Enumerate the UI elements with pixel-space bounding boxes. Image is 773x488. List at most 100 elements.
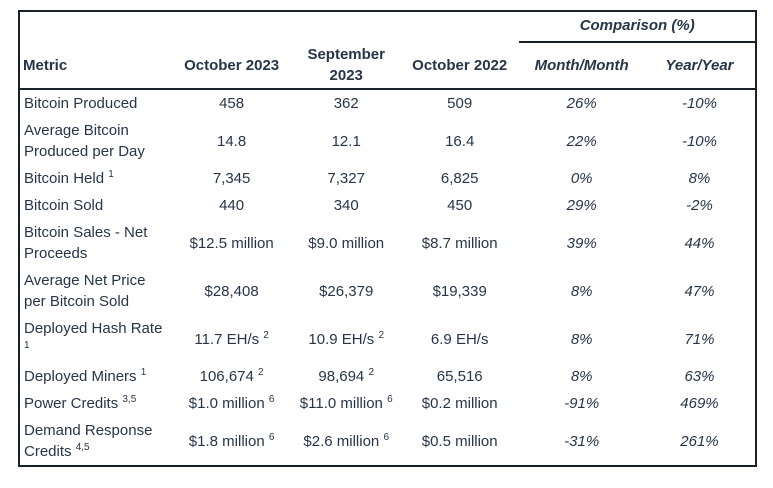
cell-text: $11.0 million — [299, 395, 383, 412]
value-cell: $9.0 million — [292, 219, 400, 267]
value-cell: 469% — [644, 390, 756, 417]
value-cell: 450 — [400, 192, 519, 219]
value-cell: $19,339 — [400, 267, 519, 315]
value-cell: 340 — [292, 192, 400, 219]
cell-text: 14.8 — [217, 132, 247, 150]
cell-text: 8% — [570, 282, 593, 300]
cell-text: 458 — [219, 95, 245, 112]
cell-text: 450 — [447, 197, 473, 214]
value-cell: -10% — [644, 117, 756, 165]
column-header-metric: Metric — [19, 42, 171, 90]
table-body: Bitcoin Produced 458 362 509 26% -10% Average … — [19, 89, 756, 466]
value-cell: 458 — [171, 89, 293, 117]
footnote-superscript: 1 — [24, 340, 30, 351]
cell-text: -10% — [681, 95, 717, 112]
value-cell: 7,327 — [292, 165, 400, 192]
cell-text: Average Net Price per Bitcoin Sold — [24, 272, 146, 310]
cell-text: 63% — [684, 368, 715, 385]
cell-text: 22% — [566, 132, 597, 150]
footnote-superscript: 2 — [263, 329, 269, 341]
metric-cell: Average Net Price per Bitcoin Sold — [19, 267, 171, 315]
value-cell: 26% — [519, 89, 644, 117]
value-cell: 39% — [519, 219, 644, 267]
value-cell: 106,674 2 — [171, 363, 293, 390]
cell-text: 29% — [566, 197, 597, 214]
cell-text: 0% — [570, 170, 593, 187]
value-cell: 6.9 EH/s — [400, 315, 519, 363]
footnote-superscript: 2 — [378, 329, 384, 341]
cell-text: Bitcoin Held — [24, 170, 105, 187]
cell-text: $0.5 million — [421, 432, 498, 450]
column-header-october-2022: October 2022 — [400, 42, 520, 90]
cell-text: 440 — [219, 197, 245, 214]
column-header-year-year: Year/Year — [643, 42, 756, 90]
cell-text: Bitcoin Sold — [24, 197, 104, 214]
metric-cell: Average Bitcoin Produced per Day — [19, 117, 171, 165]
value-cell: 47% — [644, 267, 756, 315]
metric-cell: Bitcoin Sold — [19, 192, 171, 219]
table-row: Bitcoin Held 1 7,345 7,327 6,825 0% 8% — [19, 165, 756, 192]
value-cell: 6,825 — [400, 165, 519, 192]
cell-text: 16.4 — [445, 132, 475, 150]
value-cell: $1.0 million 6 — [171, 390, 293, 417]
metric-cell: Bitcoin Produced — [19, 89, 171, 117]
cell-text: $2.6 million — [303, 432, 380, 450]
column-header-september-2023: September 2023 — [292, 42, 400, 90]
cell-text: 6,825 — [440, 170, 479, 187]
value-cell: -91% — [519, 390, 644, 417]
page-content: Comparison (%) Metric October 2023 Septe… — [18, 10, 757, 467]
footnote-superscript: 6 — [383, 431, 389, 443]
value-cell: 16.4 — [400, 117, 519, 165]
footnote-superscript: 6 — [268, 431, 275, 443]
value-cell: $26,379 — [292, 267, 400, 315]
value-cell: 440 — [171, 192, 293, 219]
cell-text: -91% — [564, 395, 600, 412]
value-cell: 11.7 EH/s 2 — [171, 315, 293, 363]
value-cell: $1.8 million 6 — [171, 417, 293, 466]
cell-text: 65,516 — [436, 368, 483, 385]
cell-text: Bitcoin Sales - Net Proceeds — [24, 224, 148, 262]
value-cell: -10% — [644, 89, 756, 117]
cell-text: 469% — [680, 395, 719, 412]
comparison-group-header: Comparison (%) — [519, 11, 756, 43]
metric-cell: Deployed Hash Rate 1 — [19, 315, 171, 363]
footnote-superscript: 3,5 — [122, 394, 137, 405]
cell-text: 340 — [333, 197, 359, 214]
value-cell: -31% — [519, 417, 644, 466]
cell-text: 8% — [570, 330, 593, 348]
cell-text: 362 — [333, 95, 359, 112]
cell-text: 7,327 — [327, 170, 365, 187]
cell-text: $28,408 — [204, 282, 259, 300]
cell-text: 7,345 — [212, 170, 251, 187]
cell-text: $8.7 million — [421, 234, 498, 252]
value-cell: 8% — [519, 267, 644, 315]
cell-text: 8% — [570, 368, 593, 385]
value-cell: $11.0 million 6 — [292, 390, 400, 417]
value-cell: 14.8 — [171, 117, 293, 165]
metric-cell: Bitcoin Held 1 — [19, 165, 171, 192]
value-cell: $0.2 million — [400, 390, 519, 417]
cell-text: $9.0 million — [308, 234, 385, 252]
footnote-superscript: 4,5 — [75, 442, 90, 453]
cell-text: 10.9 EH/s — [308, 330, 375, 348]
table-row: Average Net Price per Bitcoin Sold $28,40… — [19, 267, 756, 315]
cell-text: 47% — [684, 282, 715, 300]
cell-text: Bitcoin Produced — [24, 95, 138, 112]
value-cell: $12.5 million — [171, 219, 293, 267]
value-cell: 362 — [292, 89, 400, 117]
metric-cell: Demand Response Credits 4,5 — [19, 417, 171, 466]
value-cell: 0% — [519, 165, 644, 192]
column-header-row: Metric October 2023 September 2023 Octob… — [19, 42, 756, 90]
cell-text: $0.2 million — [421, 395, 498, 412]
value-cell: 22% — [519, 117, 644, 165]
value-cell: 71% — [644, 315, 756, 363]
table-row: Average Bitcoin Produced per Day 14.8 12.1… — [19, 117, 756, 165]
table-row: Power Credits 3,5 $1.0 million 6 $11.0 mil… — [19, 390, 756, 417]
value-cell: 8% — [519, 363, 644, 390]
footnote-superscript: 1 — [140, 367, 147, 378]
cell-text: 12.1 — [331, 132, 361, 150]
cell-text: 26% — [566, 95, 597, 112]
cell-text: 106,674 — [199, 368, 254, 385]
cell-text: Demand Response Credits — [24, 422, 153, 460]
